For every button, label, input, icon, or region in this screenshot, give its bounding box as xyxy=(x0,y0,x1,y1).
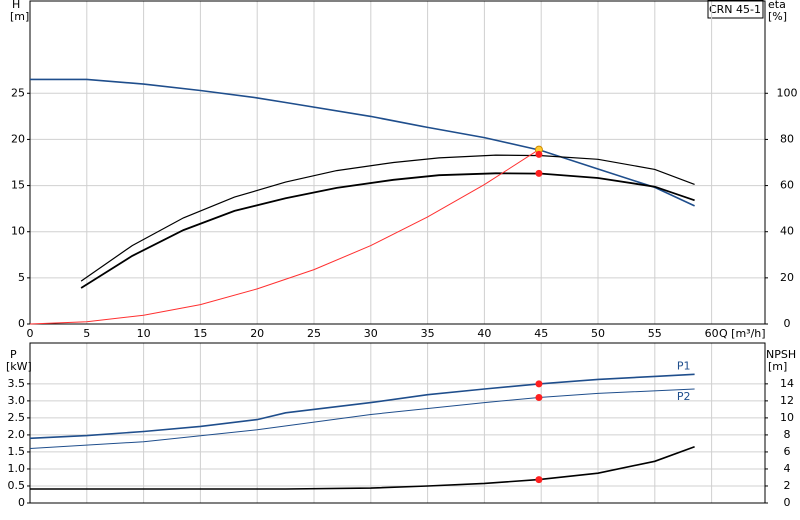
y-label: P xyxy=(10,348,17,361)
y-tick-label: 5 xyxy=(18,271,25,284)
y2-tick-label: 0 xyxy=(784,317,791,330)
x-tick-label: 0 xyxy=(27,327,34,340)
duty-point xyxy=(535,380,543,388)
y-tick-label: 3.5 xyxy=(8,377,26,390)
duty-point xyxy=(535,169,543,177)
y2-tick-label: 0 xyxy=(784,496,791,509)
x-tick-label: 60 xyxy=(705,327,719,340)
y2-unit: [m] xyxy=(768,360,787,373)
y-tick-label: 1.0 xyxy=(8,462,26,475)
y2-tick-label: 14 xyxy=(780,377,794,390)
y2-label: eta xyxy=(768,0,786,11)
x-tick-label: 45 xyxy=(534,327,548,340)
y-tick-label: 3.0 xyxy=(8,394,26,407)
x-tick-label: 30 xyxy=(364,327,378,340)
y2-tick-label: 100 xyxy=(777,86,798,99)
duty-point xyxy=(535,393,543,401)
y-tick-label: 0 xyxy=(18,496,25,509)
curve xyxy=(29,373,695,440)
y2-tick-label: 20 xyxy=(780,271,794,284)
y2-tick-label: 40 xyxy=(780,225,794,238)
curve xyxy=(80,154,695,282)
x-tick-label: 55 xyxy=(648,327,662,340)
y2-tick-label: 4 xyxy=(784,462,791,475)
y-unit: [kW] xyxy=(6,360,32,373)
curve xyxy=(29,149,540,325)
y-tick-label: 0.5 xyxy=(8,479,26,492)
y-tick-label: 2.0 xyxy=(8,428,26,441)
x-tick-label: 15 xyxy=(193,327,207,340)
x-tick-label: 10 xyxy=(137,327,151,340)
y2-unit: [%] xyxy=(768,10,787,23)
y2-tick-label: 10 xyxy=(780,411,794,424)
y-tick-label: 0 xyxy=(18,317,25,330)
y2-tick-label: 60 xyxy=(780,179,794,192)
y-tick-label: 2.5 xyxy=(8,411,26,424)
y2-tick-label: 8 xyxy=(784,428,791,441)
y2-label: NPSH xyxy=(766,348,796,361)
y-tick-label: 20 xyxy=(11,132,25,145)
y2-tick-label: 80 xyxy=(780,132,794,145)
x-label: Q [m³/h] xyxy=(719,327,766,340)
y2-tick-label: 12 xyxy=(780,394,794,407)
y-tick-label: 10 xyxy=(11,225,25,238)
curve xyxy=(30,78,695,207)
curve xyxy=(29,388,695,449)
y-label: H xyxy=(12,0,20,11)
x-tick-label: 20 xyxy=(250,327,264,340)
y2-tick-label: 6 xyxy=(784,445,791,458)
series-label: P1 xyxy=(677,359,691,372)
plot-frame xyxy=(29,0,766,325)
y-tick-label: 25 xyxy=(11,86,25,99)
curve xyxy=(80,172,695,289)
x-tick-label: 50 xyxy=(591,327,605,340)
x-tick-label: 25 xyxy=(307,327,321,340)
x-tick-label: 5 xyxy=(83,327,90,340)
chart-title: CRN 45-1 xyxy=(709,3,761,16)
y2-tick-label: 2 xyxy=(784,479,791,492)
duty-point xyxy=(535,150,543,158)
y-tick-label: 15 xyxy=(11,179,25,192)
series-label: P2 xyxy=(677,390,691,403)
y-unit: [m] xyxy=(10,10,29,23)
curve xyxy=(30,446,695,490)
plot-frame xyxy=(29,342,766,504)
duty-point xyxy=(535,476,543,484)
x-tick-label: 35 xyxy=(421,327,435,340)
title-box xyxy=(707,0,764,19)
y-tick-label: 1.5 xyxy=(8,445,26,458)
x-tick-label: 40 xyxy=(477,327,491,340)
